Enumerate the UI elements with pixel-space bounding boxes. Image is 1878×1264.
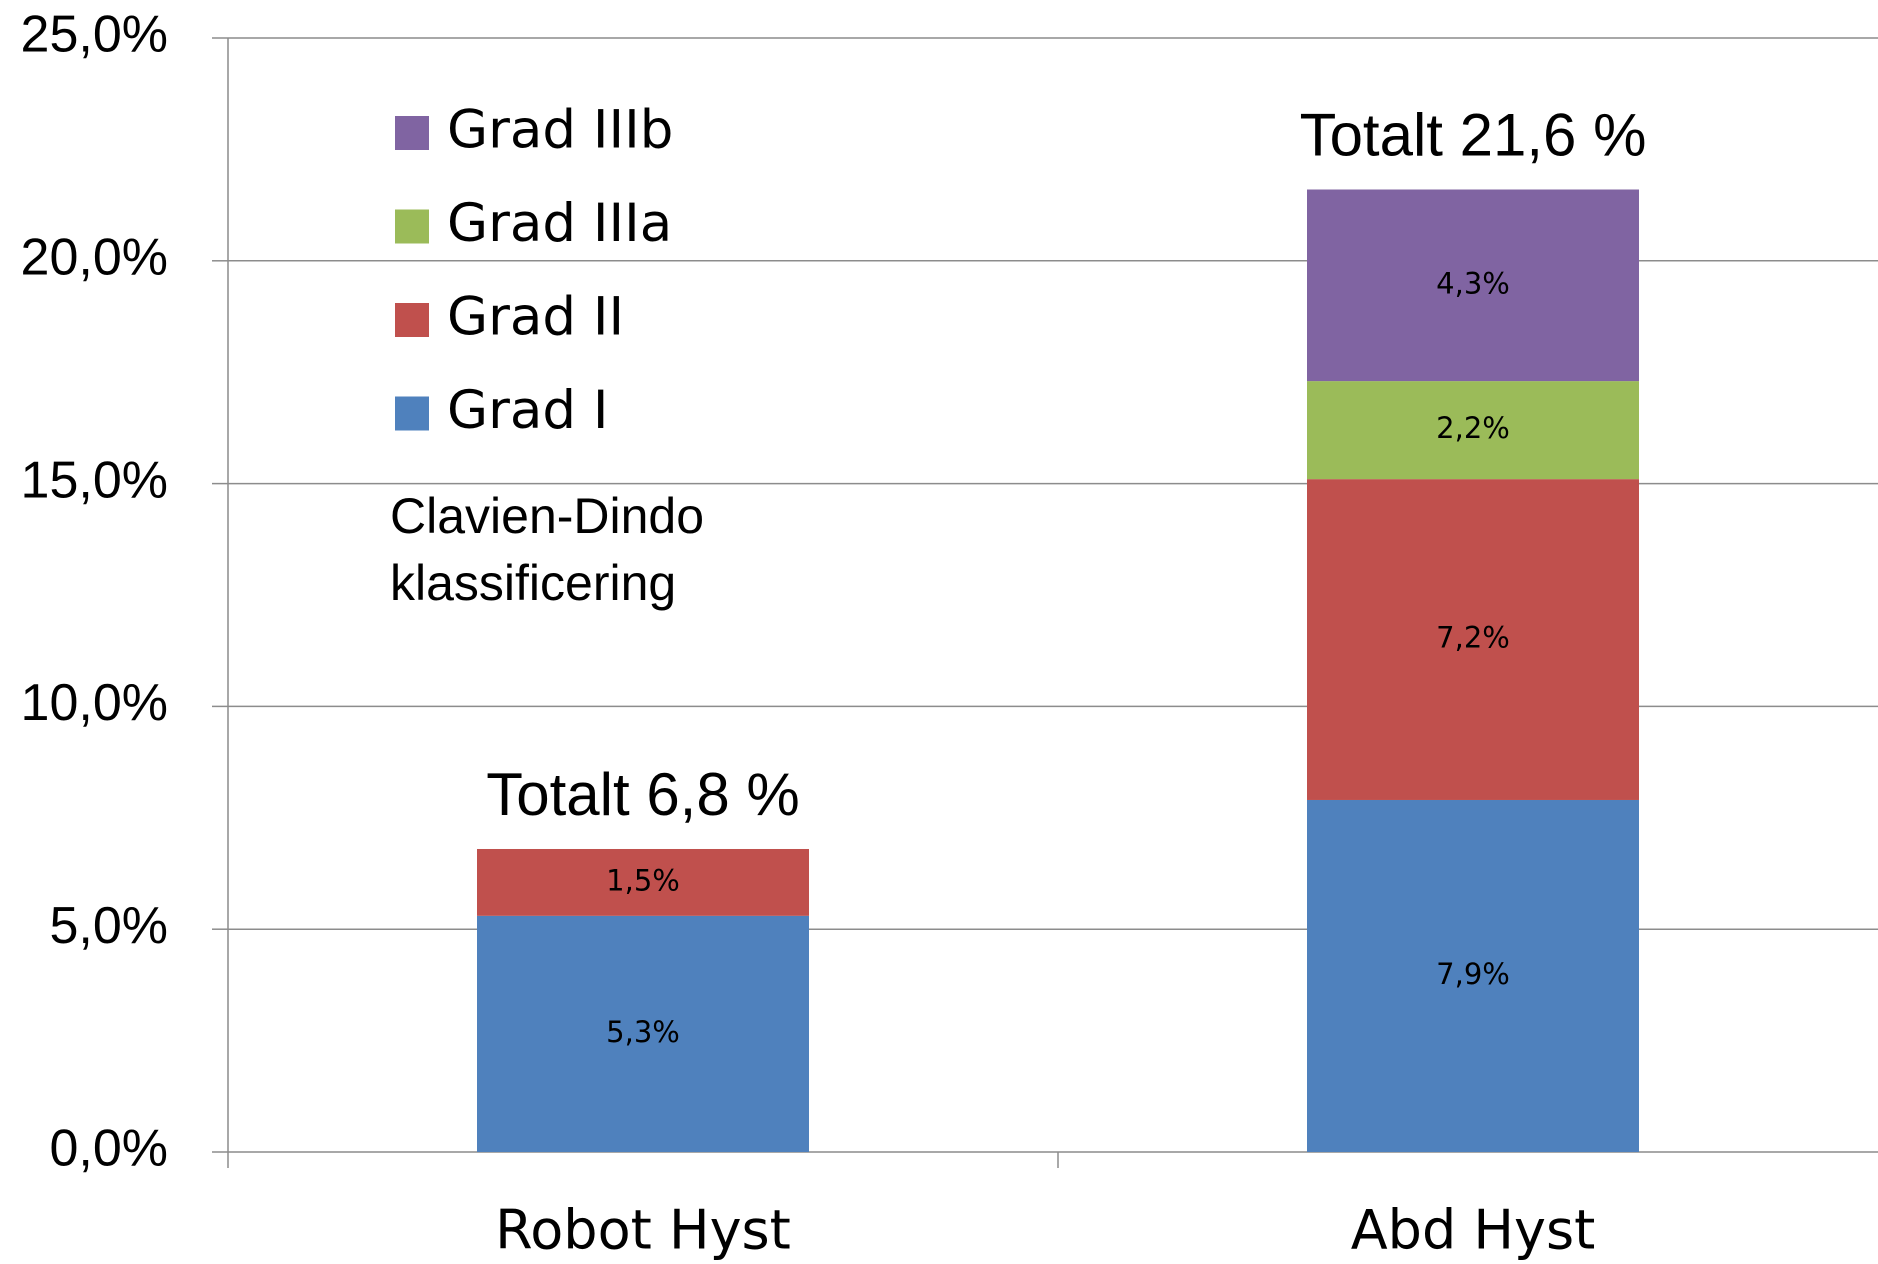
- legend-swatch: [395, 303, 429, 337]
- y-tick-label: 0,0%: [49, 1120, 168, 1178]
- bar-segment: [477, 915, 809, 1152]
- legend-label: Grad II: [447, 287, 624, 348]
- note: Clavien-Dindo: [390, 488, 704, 544]
- bar-segment: [477, 848, 809, 916]
- bar-segment: [1307, 189, 1639, 382]
- legend-label: Grad IIIa: [447, 193, 672, 254]
- legend-label: Grad I: [447, 380, 608, 441]
- bar-segment: [1307, 479, 1639, 800]
- data-label: 2,2%: [1436, 411, 1510, 445]
- data-label: 4,3%: [1436, 266, 1510, 300]
- legend-swatch: [395, 116, 429, 150]
- data-label: 1,5%: [606, 863, 680, 897]
- legend-swatch: [395, 209, 429, 244]
- legend-label: Grad IIIb: [447, 100, 673, 161]
- legend-swatch: [395, 396, 429, 431]
- bar-segment: [1307, 799, 1639, 1152]
- note: klassificering: [390, 555, 676, 611]
- y-tick-label: 15,0%: [21, 451, 168, 509]
- y-tick-label: 25,0%: [21, 6, 168, 64]
- x-tick-label: Abd Hyst: [1351, 1199, 1596, 1262]
- total-label: Totalt 6,8 %: [486, 761, 800, 828]
- data-label: 5,3%: [606, 1015, 680, 1049]
- y-tick-label: 10,0%: [21, 674, 168, 732]
- data-label: 7,9%: [1436, 957, 1510, 991]
- y-tick-label: 20,0%: [21, 229, 168, 287]
- y-tick-label: 5,0%: [49, 897, 168, 955]
- x-tick-label: Robot Hyst: [495, 1199, 791, 1262]
- total-label: Totalt 21,6 %: [1300, 101, 1647, 168]
- bar-segment: [1307, 381, 1639, 480]
- data-label: 7,2%: [1436, 621, 1510, 655]
